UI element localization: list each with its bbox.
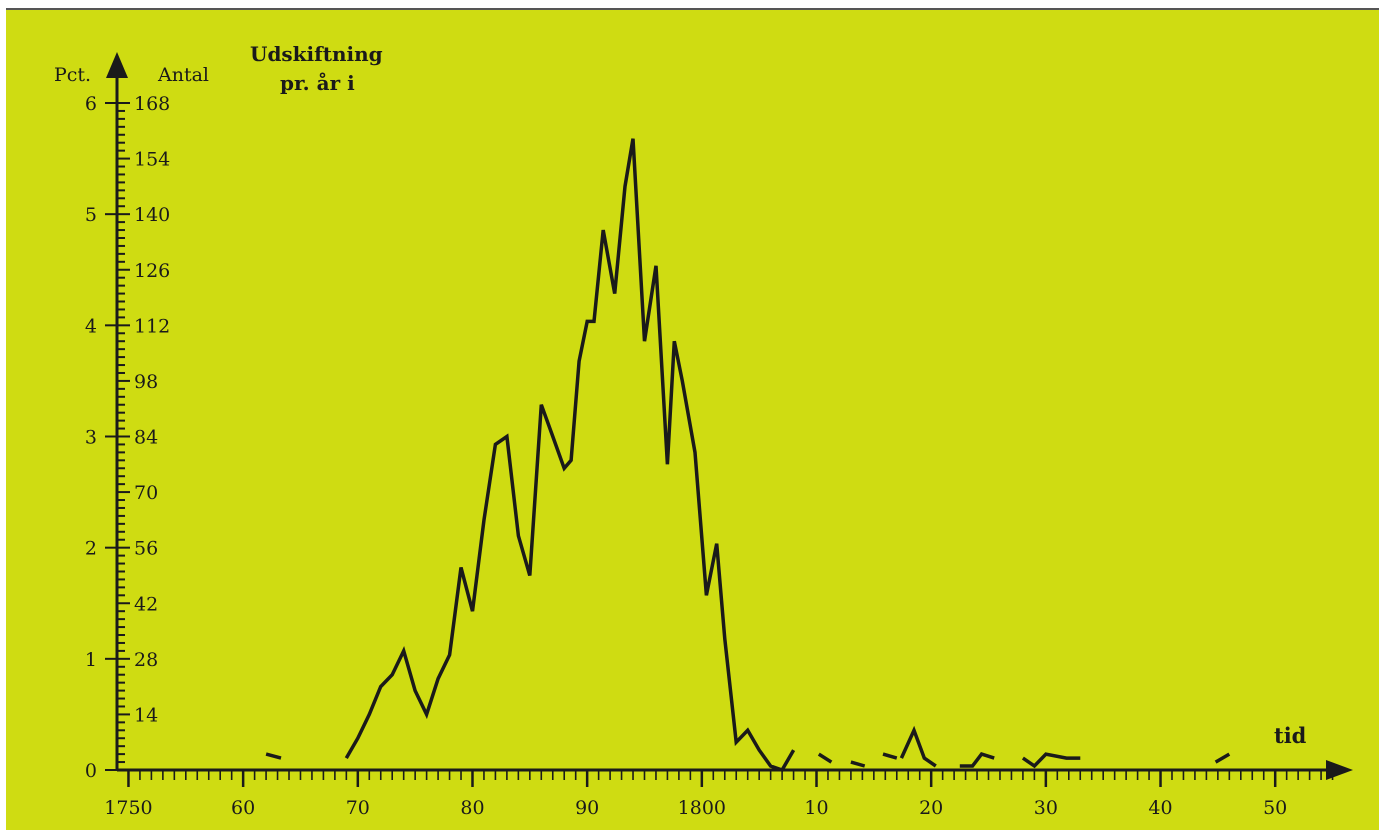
y-tick-label-antal: 112 bbox=[134, 315, 170, 337]
data-dash-segment bbox=[882, 752, 898, 760]
y-tick-label-pct: 6 bbox=[85, 93, 97, 115]
y-tick-label-antal: 154 bbox=[134, 149, 170, 171]
x-tick-label: 1750 bbox=[104, 797, 152, 819]
data-dash-segment bbox=[1021, 752, 1081, 769]
y-tick-label-antal: 140 bbox=[134, 204, 170, 226]
y-tick-label-antal: 126 bbox=[134, 260, 170, 282]
y-tick-label-pct: 2 bbox=[85, 538, 97, 560]
y-tick-label-antal: 168 bbox=[134, 93, 170, 115]
y-axis-arrow bbox=[106, 52, 128, 78]
data-dash-segment bbox=[817, 752, 833, 764]
data-dash-segment bbox=[959, 752, 995, 768]
y-tick-label-antal: 98 bbox=[134, 371, 158, 393]
y-tick-label-antal: 42 bbox=[134, 593, 158, 615]
y-tick-label-antal: 70 bbox=[134, 482, 158, 504]
y-tick-label-antal: 84 bbox=[134, 427, 158, 449]
x-tick-label: 1800 bbox=[678, 797, 726, 819]
data-dash-segment bbox=[850, 760, 866, 768]
x-axis-arrow bbox=[1326, 760, 1353, 780]
data-dash-segment bbox=[1214, 752, 1231, 764]
chart-background: 14 28 42 56 70 84 98 112 126 140 154 168 0 1 2 3 4 5 6 1750… bbox=[6, 8, 1379, 830]
chart-title-line-2: pr. år i bbox=[280, 71, 355, 95]
y-axis-label-antal: Antal bbox=[157, 64, 209, 86]
axis-ticks bbox=[105, 102, 1334, 787]
x-axis-label-tid: tid bbox=[1274, 723, 1307, 748]
x-tick-label: 30 bbox=[1034, 797, 1058, 819]
chart-title-line-1: Udskiftning bbox=[250, 42, 383, 66]
x-tick-label: 20 bbox=[919, 797, 943, 819]
line-chart: 1428425670849811212614015416801234561750… bbox=[54, 42, 1353, 819]
x-tick-label: 50 bbox=[1263, 797, 1287, 819]
x-tick-label: 70 bbox=[346, 797, 370, 819]
x-tick-label: 10 bbox=[804, 797, 828, 819]
y-tick-label-pct: 4 bbox=[85, 315, 97, 337]
data-line-segment bbox=[344, 138, 796, 773]
y-axis-label-pct: Pct. bbox=[54, 64, 91, 86]
x-tick-label: 40 bbox=[1148, 797, 1172, 819]
y-tick-label-pct: 0 bbox=[85, 760, 97, 782]
data-line-segment bbox=[265, 752, 282, 760]
data-dash-segment bbox=[899, 725, 937, 768]
axis-labels: 1428425670849811212614015416801234561750… bbox=[85, 93, 1287, 819]
y-tick-label-antal: 56 bbox=[134, 538, 158, 560]
data-series bbox=[265, 138, 1231, 773]
y-tick-label-pct: 1 bbox=[85, 649, 97, 671]
x-tick-label: 80 bbox=[460, 797, 484, 819]
y-tick-label-pct: 3 bbox=[85, 427, 97, 449]
x-tick-label: 90 bbox=[575, 797, 599, 819]
y-tick-label-antal: 14 bbox=[134, 704, 158, 726]
y-tick-label-antal: 28 bbox=[134, 649, 158, 671]
y-tick-label-pct: 5 bbox=[85, 204, 97, 226]
x-tick-label: 60 bbox=[231, 797, 255, 819]
